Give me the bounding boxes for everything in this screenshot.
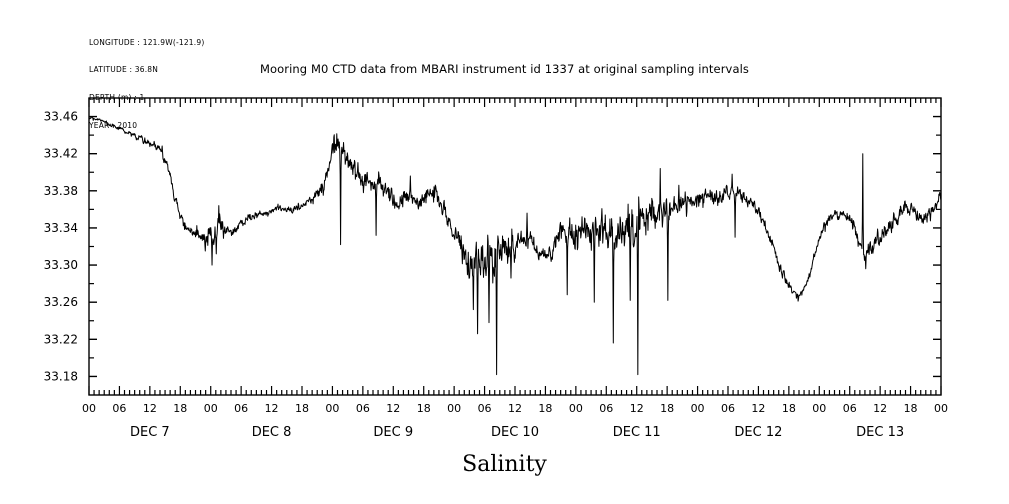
svg-text:00: 00 bbox=[204, 402, 218, 415]
svg-text:DEC 12: DEC 12 bbox=[734, 425, 782, 440]
svg-text:DEC 9: DEC 9 bbox=[373, 425, 413, 440]
svg-text:33.30: 33.30 bbox=[44, 258, 78, 272]
svg-text:12: 12 bbox=[143, 402, 157, 415]
x-axis-date-labels: DEC 7 DEC 8 DEC 9 DEC 10 DEC 11 DEC 12 DEC 13 bbox=[130, 425, 904, 440]
svg-text:00: 00 bbox=[447, 402, 461, 415]
x-axis-tick-labels: 00 06 12 18 00 06 12 18 00 06 12 18 00 06 12 18 00 06 12 18… bbox=[82, 402, 948, 415]
x-axis-ticks bbox=[88, 98, 942, 395]
svg-text:33.18: 33.18 bbox=[44, 369, 78, 383]
svg-text:12: 12 bbox=[873, 402, 887, 415]
svg-text:18: 18 bbox=[173, 402, 187, 415]
svg-text:33.46: 33.46 bbox=[44, 110, 78, 124]
svg-text:18: 18 bbox=[417, 402, 431, 415]
svg-text:00: 00 bbox=[934, 402, 948, 415]
svg-text:33.22: 33.22 bbox=[44, 332, 78, 346]
svg-text:00: 00 bbox=[691, 402, 705, 415]
svg-text:06: 06 bbox=[478, 402, 492, 415]
y-axis-tick-labels: 33.18 33.22 33.26 33.30 33.34 33.38 33.42 33.46 bbox=[44, 110, 78, 384]
svg-text:DEC 13: DEC 13 bbox=[856, 425, 904, 440]
svg-text:18: 18 bbox=[538, 402, 552, 415]
y-axis-ticks bbox=[89, 115, 941, 378]
svg-text:00: 00 bbox=[812, 402, 826, 415]
metadata-latitude: LATITUDE : 36.8N bbox=[89, 65, 159, 75]
svg-text:06: 06 bbox=[599, 402, 613, 415]
svg-text:12: 12 bbox=[630, 402, 644, 415]
svg-text:00: 00 bbox=[325, 402, 339, 415]
chart-title: Mooring M0 CTD data from MBARI instrumen… bbox=[260, 62, 749, 76]
svg-text:12: 12 bbox=[265, 402, 279, 415]
svg-text:DEC 11: DEC 11 bbox=[613, 425, 661, 440]
svg-text:00: 00 bbox=[82, 402, 96, 415]
metadata-longitude: LONGITUDE : 121.9W(-121.9) bbox=[89, 37, 205, 47]
x-axis-title: Salinity bbox=[462, 452, 547, 477]
svg-text:33.38: 33.38 bbox=[44, 184, 78, 198]
svg-text:12: 12 bbox=[386, 402, 400, 415]
svg-text:18: 18 bbox=[782, 402, 796, 415]
svg-text:06: 06 bbox=[843, 402, 857, 415]
svg-text:18: 18 bbox=[295, 402, 309, 415]
svg-text:DEC 10: DEC 10 bbox=[491, 425, 539, 440]
svg-text:12: 12 bbox=[508, 402, 522, 415]
svg-text:06: 06 bbox=[721, 402, 735, 415]
svg-text:18: 18 bbox=[904, 402, 918, 415]
svg-text:33.26: 33.26 bbox=[44, 295, 78, 309]
svg-text:06: 06 bbox=[356, 402, 370, 415]
svg-text:DEC 7: DEC 7 bbox=[130, 425, 170, 440]
svg-text:06: 06 bbox=[112, 402, 126, 415]
svg-text:33.34: 33.34 bbox=[44, 221, 78, 235]
svg-text:12: 12 bbox=[751, 402, 765, 415]
svg-text:06: 06 bbox=[234, 402, 248, 415]
svg-text:00: 00 bbox=[569, 402, 583, 415]
salinity-data-trace bbox=[89, 116, 941, 376]
svg-text:DEC 8: DEC 8 bbox=[252, 425, 292, 440]
svg-text:18: 18 bbox=[660, 402, 674, 415]
svg-text:33.42: 33.42 bbox=[44, 147, 78, 161]
